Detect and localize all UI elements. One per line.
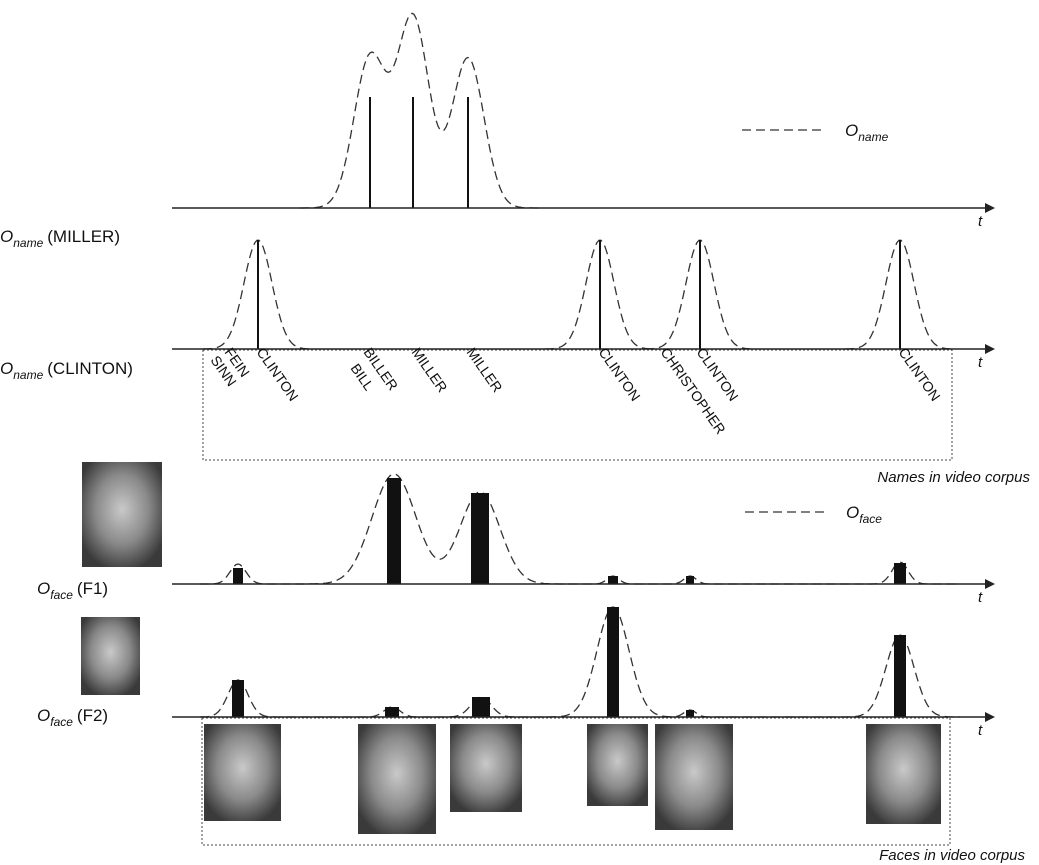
symbol: O [37, 706, 50, 725]
axis-label: t [978, 354, 983, 371]
name-label: CLINTON [596, 345, 644, 404]
symbol: O [845, 121, 858, 140]
arrow [985, 203, 995, 213]
bar [387, 478, 401, 584]
row-label: Oname (CLINTON) [0, 359, 133, 382]
caption: Faces in video corpus [879, 847, 1025, 864]
names-box [203, 350, 952, 460]
face-image [204, 724, 281, 821]
subscript: name [13, 236, 43, 250]
diagram: t t t t Oname Oface Oname (MILLER) Oname (… [0, 0, 1039, 865]
axis-label: t [978, 589, 983, 606]
symbol: O [846, 503, 859, 522]
axes [172, 203, 995, 722]
argument: (F1) [77, 579, 108, 598]
name-label: CLINTON [896, 345, 944, 404]
bar [233, 568, 243, 584]
symbol: O [0, 359, 13, 378]
name-label: MILLER [409, 345, 451, 396]
arrow [985, 712, 995, 722]
face-image [587, 724, 648, 806]
axis-label: t [978, 213, 983, 230]
bar [232, 680, 244, 717]
bar [472, 697, 490, 717]
face-image [82, 462, 162, 567]
symbol: O [0, 227, 13, 246]
axis-label: t [978, 722, 983, 739]
face-images [81, 462, 941, 834]
face-image [450, 724, 522, 812]
subscript: face [50, 715, 73, 729]
subscript: name [858, 130, 888, 144]
bar [686, 576, 694, 584]
name-label: MILLER [464, 345, 506, 396]
bar [608, 576, 618, 584]
argument: (CLINTON) [47, 359, 133, 378]
caption: Names in video corpus [877, 469, 1030, 486]
legend-label: Oface [846, 503, 882, 526]
faces-box [202, 718, 950, 845]
row-label: Oface (F2) [37, 706, 108, 729]
bar [894, 635, 906, 717]
subscript: face [50, 588, 73, 602]
dashed-curve [200, 474, 960, 584]
curves [200, 13, 960, 717]
symbol: O [37, 579, 50, 598]
name-label: CHRISTOPHER [658, 345, 729, 437]
row-label: Oname (MILLER) [0, 227, 120, 250]
bar [686, 710, 694, 717]
bar [894, 563, 906, 584]
subscript: face [859, 512, 882, 526]
face-image [866, 724, 941, 824]
arrow [985, 344, 995, 354]
dashed-curve [300, 13, 540, 208]
face-image [655, 724, 733, 830]
bar [385, 707, 399, 717]
legend-label: Oname [845, 121, 889, 144]
face-image [81, 617, 140, 695]
bar [471, 493, 489, 584]
row-label: Oface (F1) [37, 579, 108, 602]
name-label: CLINTON [254, 345, 302, 404]
argument: (F2) [77, 706, 108, 725]
argument: (MILLER) [47, 227, 120, 246]
bar [607, 607, 619, 717]
face-image [358, 724, 436, 834]
dashed-curve [200, 607, 960, 717]
arrow [985, 579, 995, 589]
subscript: name [13, 368, 43, 382]
